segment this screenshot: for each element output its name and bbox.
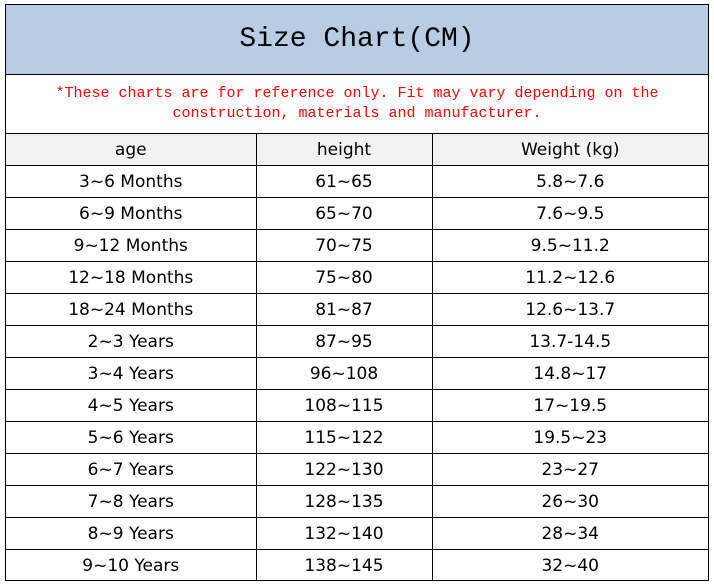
table-cell: 115~122 bbox=[255, 421, 433, 454]
column-header: height bbox=[255, 134, 433, 166]
table-row: 6~7 Years 122~130 23~27 bbox=[6, 453, 708, 486]
table-cell: 5.8~7.6 bbox=[431, 165, 708, 198]
table-cell: 32~40 bbox=[431, 549, 708, 581]
table-cell: 8~9 Years bbox=[6, 517, 257, 550]
table-cell: 13.7-14.5 bbox=[431, 325, 708, 358]
table-row: 9~12 Months 70~75 9.5~11.2 bbox=[6, 229, 708, 262]
table-row: 6~9 Months 65~70 7.6~9.5 bbox=[6, 197, 708, 230]
table-cell: 23~27 bbox=[431, 453, 708, 486]
note-band: *These charts are for reference only. Fi… bbox=[6, 75, 708, 134]
table-cell: 11.2~12.6 bbox=[431, 261, 708, 294]
table-row: 5~6 Years 115~122 19.5~23 bbox=[6, 421, 708, 454]
table-cell: 61~65 bbox=[255, 165, 433, 198]
table-row: 12~18 Months 75~80 11.2~12.6 bbox=[6, 261, 708, 294]
table-cell: 122~130 bbox=[255, 453, 433, 486]
table-cell: 9.5~11.2 bbox=[431, 229, 708, 262]
table-cell: 96~108 bbox=[255, 357, 433, 390]
table-row: 7~8 Years 128~135 26~30 bbox=[6, 485, 708, 518]
column-header: age bbox=[6, 134, 257, 166]
table-cell: 19.5~23 bbox=[431, 421, 708, 454]
table-cell: 2~3 Years bbox=[6, 325, 257, 358]
table-cell: 75~80 bbox=[255, 261, 433, 294]
table-cell: 3~4 Years bbox=[6, 357, 257, 390]
table-cell: 6~7 Years bbox=[6, 453, 257, 486]
table-row: 9~10 Years 138~145 32~40 bbox=[6, 549, 708, 581]
size-chart: Size Chart(CM) *These charts are for ref… bbox=[5, 4, 709, 581]
table-cell: 28~34 bbox=[431, 517, 708, 550]
table-head: age height Weight (kg) bbox=[6, 134, 708, 166]
table-row: 4~5 Years 108~115 17~19.5 bbox=[6, 389, 708, 422]
table-cell: 3~6 Months bbox=[6, 165, 257, 198]
table-row: 8~9 Years 132~140 28~34 bbox=[6, 517, 708, 550]
table-cell: 6~9 Months bbox=[6, 197, 257, 230]
table-cell: 9~12 Months bbox=[6, 229, 257, 262]
table-body: 3~6 Months 61~65 5.8~7.6 6~9 Months 65~70 7.6… bbox=[6, 165, 708, 581]
table-cell: 128~135 bbox=[255, 485, 433, 518]
table-row: 2~3 Years 87~95 13.7-14.5 bbox=[6, 325, 708, 358]
table-cell: 14.8~17 bbox=[431, 357, 708, 390]
table-cell: 18~24 Months bbox=[6, 293, 257, 326]
table-cell: 5~6 Years bbox=[6, 421, 257, 454]
table-cell: 12~18 Months bbox=[6, 261, 257, 294]
title: Size Chart(CM) bbox=[239, 24, 475, 55]
table-cell: 17~19.5 bbox=[431, 389, 708, 422]
table-cell: 7.6~9.5 bbox=[431, 197, 708, 230]
table-cell: 70~75 bbox=[255, 229, 433, 262]
table-row: 3~4 Years 96~108 14.8~17 bbox=[6, 357, 708, 390]
column-header: Weight (kg) bbox=[431, 134, 708, 166]
table-cell: 26~30 bbox=[431, 485, 708, 518]
header-row: age height Weight (kg) bbox=[6, 134, 708, 166]
table-cell: 132~140 bbox=[255, 517, 433, 550]
table-row: 3~6 Months 61~65 5.8~7.6 bbox=[6, 165, 708, 198]
table-cell: 108~115 bbox=[255, 389, 433, 422]
table-row: 18~24 Months 81~87 12.6~13.7 bbox=[6, 293, 708, 326]
table-cell: 65~70 bbox=[255, 197, 433, 230]
size-table: age height Weight (kg) 3~6 Months 61~65 5.8~… bbox=[6, 134, 708, 581]
title-band: Size Chart(CM) bbox=[6, 5, 708, 75]
table-cell: 81~87 bbox=[255, 293, 433, 326]
table-cell: 138~145 bbox=[255, 549, 433, 581]
table-cell: 9~10 Years bbox=[6, 549, 257, 581]
table-cell: 4~5 Years bbox=[6, 389, 257, 422]
table-cell: 12.6~13.7 bbox=[431, 293, 708, 326]
table-cell: 7~8 Years bbox=[6, 485, 257, 518]
table-cell: 87~95 bbox=[255, 325, 433, 358]
note: *These charts are for reference only. Fi… bbox=[55, 85, 659, 122]
